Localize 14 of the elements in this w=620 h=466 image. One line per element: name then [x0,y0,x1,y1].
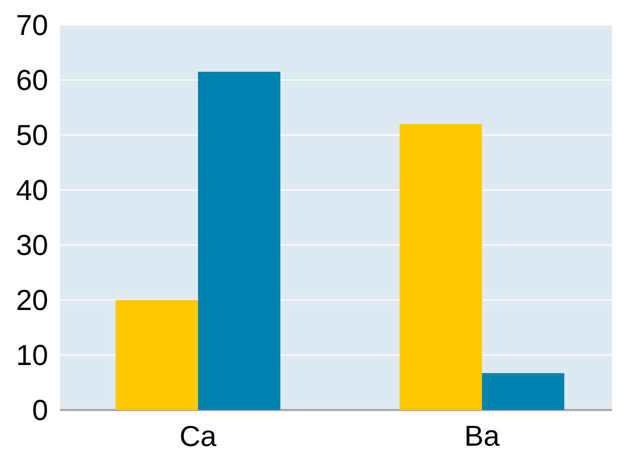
y-tick-label: 70 [18,14,48,36]
y-tick-label: 50 [17,124,48,146]
y-tick-label: 10 [18,344,48,366]
y-tick-label: 0 [33,400,48,420]
bar [198,72,280,410]
bar [400,124,482,410]
x-tick-label: Ca [181,426,216,446]
y-tick-label: 40 [16,180,48,200]
bar [116,300,198,410]
bar [482,373,564,410]
y-tick-label: 60 [18,70,48,90]
y-tick-label: 30 [17,234,48,256]
x-tick-label: Ba [466,426,500,446]
y-tick-label: 20 [17,290,48,310]
